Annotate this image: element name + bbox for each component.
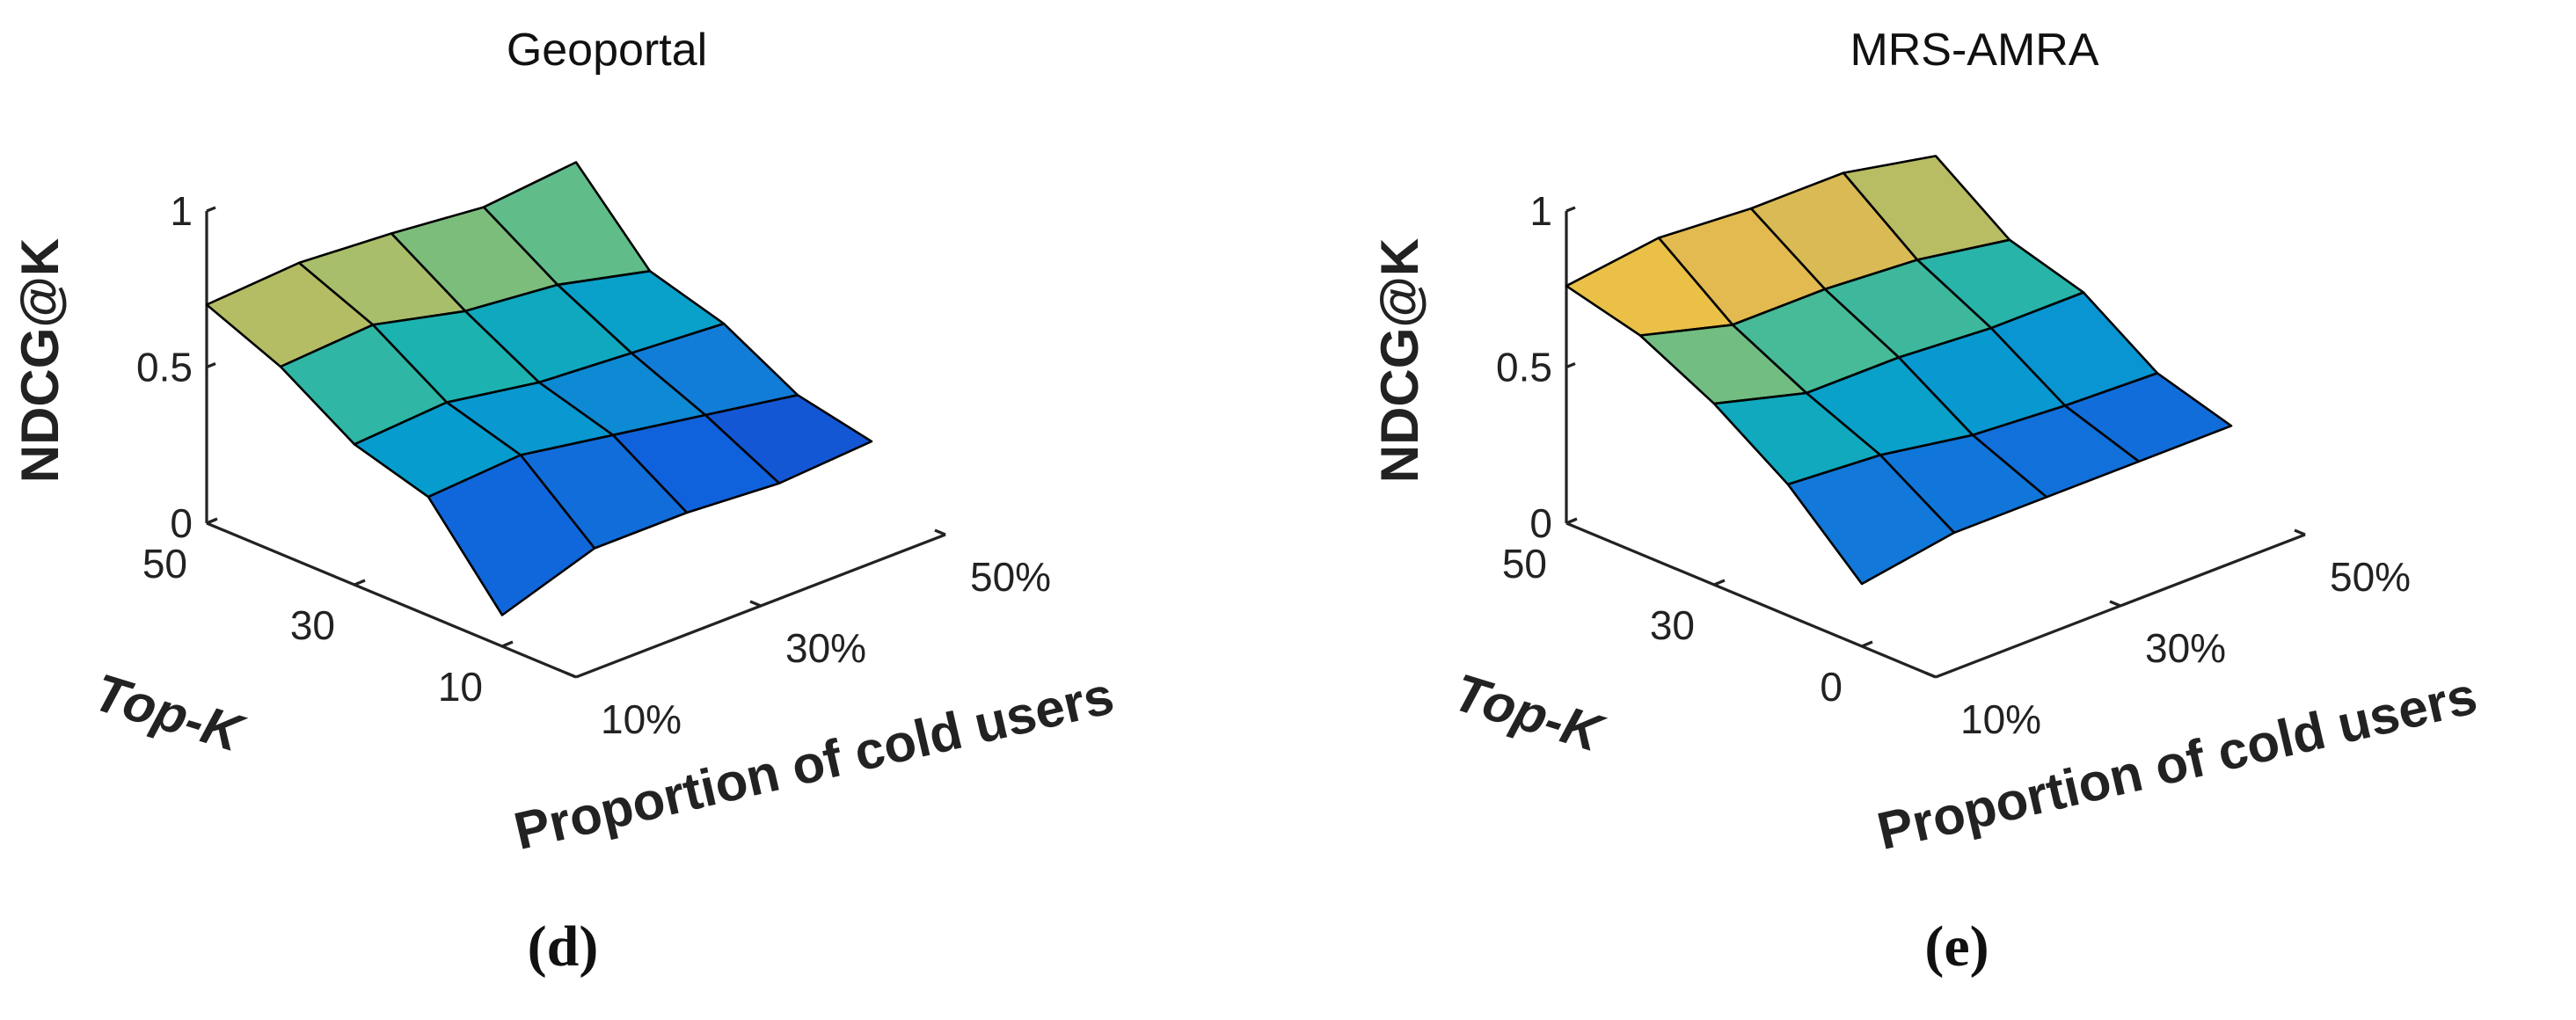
z-tick-mark	[206, 362, 216, 368]
x-tick-mark	[749, 600, 762, 608]
y-tick-mark	[1565, 517, 1578, 525]
x-tick-label: 50%	[2330, 554, 2411, 600]
z-tick-mark	[206, 206, 216, 213]
ticks: 0 0.5 1 50 30 0 10% 30% 50%	[1496, 188, 2411, 742]
x-tick-label: 30%	[785, 625, 866, 671]
surface	[205, 161, 873, 616]
panel-d: Geoportal 0 0.5 1 50 30 10 10% 30% 50% NDCG@K To…	[11, 25, 1119, 979]
panel-label: (e)	[1924, 914, 1989, 979]
y-axis-line	[206, 521, 577, 679]
z-tick-label: 1	[1529, 188, 1552, 234]
y-tick-mark	[354, 579, 366, 586]
z-tick-label: 0.5	[1496, 345, 1552, 390]
z-axis-label: NDCG@K	[1370, 238, 1429, 484]
x-tick-label: 50%	[970, 554, 1051, 600]
z-tick-mark	[1565, 206, 1576, 213]
x-axis-label: Proportion of cold users	[1872, 666, 2482, 861]
x-tick-mark	[2109, 600, 2121, 608]
x-axis-label: Proportion of cold users	[508, 666, 1119, 861]
y-tick-mark	[1861, 640, 1873, 648]
surface	[1565, 155, 2233, 586]
z-tick-mark	[1565, 362, 1576, 368]
y-axis-label: Top-K	[1447, 662, 1611, 763]
x-tick-mark	[934, 528, 946, 536]
x-tick-label: 30%	[2145, 625, 2226, 671]
y-tick-label: 30	[290, 602, 335, 648]
chart-title: MRS-AMRA	[1850, 25, 2098, 76]
surface-cell	[427, 454, 596, 616]
y-tick-label: 50	[142, 541, 187, 586]
y-axis-label: Top-K	[87, 662, 252, 763]
x-tick-mark	[565, 671, 577, 679]
x-tick-mark	[2294, 528, 2306, 536]
x-tick-mark	[1924, 671, 1937, 679]
y-tick-mark	[206, 517, 218, 525]
z-tick-label: 0	[170, 500, 193, 546]
y-tick-label: 0	[1820, 664, 1843, 710]
y-tick-mark	[501, 640, 514, 648]
ticks: 0 0.5 1 50 30 10 10% 30% 50%	[136, 188, 1051, 742]
y-axis-line	[1565, 521, 1937, 679]
y-tick-label: 50	[1502, 541, 1547, 586]
y-tick-label: 10	[438, 664, 483, 710]
y-tick-label: 30	[1650, 602, 1695, 648]
z-axis-label: NDCG@K	[11, 238, 69, 484]
z-tick-label: 1	[170, 188, 193, 234]
z-tick-label: 0.5	[136, 345, 193, 390]
x-tick-label: 10%	[1960, 696, 2041, 742]
panel-e: MRS-AMRA 0 0.5 1 50 30 0 10% 30% 50% NDCG@K Top-…	[1370, 25, 2482, 979]
z-tick-label: 0	[1529, 500, 1552, 546]
y-tick-mark	[1713, 579, 1726, 586]
surface-cell	[1786, 454, 1956, 586]
panel-label: (d)	[528, 914, 599, 979]
chart-title: Geoportal	[507, 25, 707, 76]
x-tick-label: 10%	[601, 696, 682, 742]
